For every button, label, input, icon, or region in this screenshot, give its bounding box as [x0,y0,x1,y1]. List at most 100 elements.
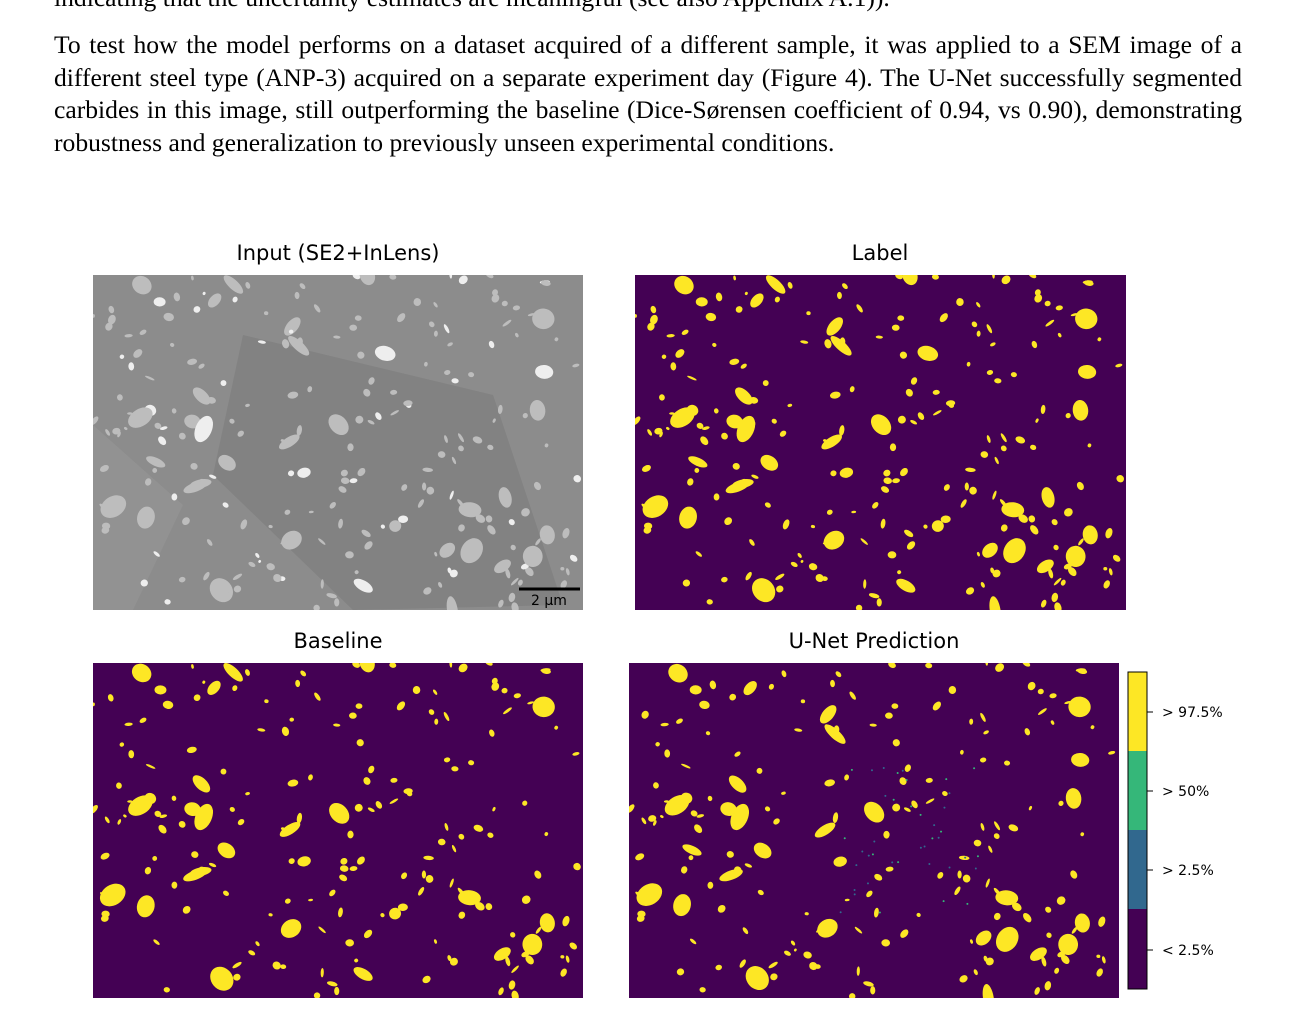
particle [515,332,519,338]
uncertain-pixel [861,850,864,853]
particle [1049,693,1057,699]
particle [679,506,697,529]
particle [823,530,845,550]
particle [900,929,909,938]
particle [872,502,879,509]
particle [203,571,210,581]
particle [1076,481,1084,491]
particle [398,515,409,523]
particle [229,418,235,424]
particle [897,315,905,321]
particle [734,751,741,757]
particle [735,387,753,405]
particle [770,590,775,595]
particle [804,912,809,916]
particle [472,436,483,444]
uncertain-pixel [896,772,899,775]
particle [636,883,663,906]
particle [248,561,256,568]
particle [903,807,911,812]
particle [171,493,178,501]
particle [1068,567,1077,577]
uncertain-pixel [933,824,936,827]
particle [229,806,235,812]
particle [233,585,242,593]
particle [994,821,1001,831]
particle [744,863,753,868]
particle [525,955,534,965]
image-panel [93,275,583,610]
particle [501,300,508,307]
particle [784,950,791,956]
particle [973,839,982,847]
particle [497,404,503,415]
particle [569,554,578,562]
particle [844,898,850,902]
particle [278,434,300,450]
particle [669,412,675,415]
particle [824,717,830,722]
particle [1112,554,1121,562]
particle [1048,568,1054,579]
particle [906,541,916,550]
particle [539,525,555,545]
particle [803,951,812,959]
image-panel [635,275,1126,610]
particle [666,426,670,431]
particle [389,907,402,920]
particle [660,722,669,727]
particle [764,502,771,508]
particle [217,842,236,859]
particle [650,305,657,314]
particle [916,912,921,918]
particle [870,986,876,995]
particle [874,873,883,881]
particle [363,929,373,939]
uncertain-pixel [867,854,870,857]
particle [1061,954,1070,964]
particle [724,517,733,526]
particle [449,957,458,966]
particle [749,539,755,546]
particle [116,394,123,401]
particle [1000,433,1007,443]
particle [729,358,740,365]
particle [733,275,736,281]
particle [869,723,877,727]
particle [995,890,1019,906]
particle [513,693,521,699]
uncertain-pixel [853,889,856,892]
particle [329,802,350,824]
particle [1064,508,1073,517]
particle [1045,906,1052,913]
particle [985,663,989,666]
particle [521,895,531,904]
particle [320,967,324,978]
particle [696,422,704,429]
uncertain-pixel [948,792,951,795]
particle [1034,987,1040,995]
particle [380,913,385,918]
particle [1058,933,1079,956]
particle [905,388,913,397]
particle [1080,832,1085,837]
particle [695,551,702,557]
uncertain-pixel [853,893,856,896]
image-panel [93,663,583,998]
particle [902,275,918,286]
particle [1010,372,1017,378]
particle [397,903,408,911]
particle [108,305,115,314]
particle [457,887,465,896]
particle [1065,412,1071,419]
particle [899,351,908,359]
particle [223,663,243,682]
particle [473,824,484,832]
particle [976,330,981,337]
particle [475,901,485,911]
particle [529,400,546,421]
particle [128,795,153,816]
colorbar-label: > 97.5% [1162,705,1223,721]
particle [706,599,713,605]
